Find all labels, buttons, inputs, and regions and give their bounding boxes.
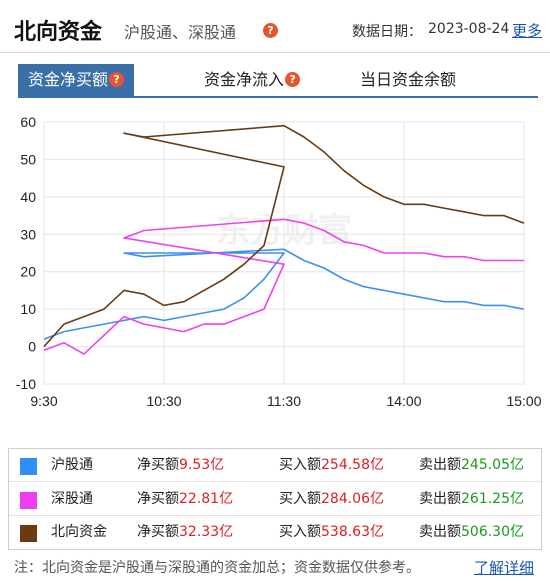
buy-amount: 买入额254.58亿: [279, 457, 384, 473]
x-tick-label: 14:00: [386, 393, 421, 409]
tab-daily-balance[interactable]: 当日资金余额: [360, 64, 456, 96]
tab-bar: 资金净买额? 资金净流入? 当日资金余额: [0, 64, 550, 98]
header: 北向资金 沪股通、深股通 ? 数据日期： 2023-08-24 更多: [0, 0, 550, 56]
y-tick-label: 20: [20, 264, 36, 280]
y-tick-label: 0: [28, 339, 36, 355]
net-buy: 净买额9.53亿: [137, 457, 225, 473]
series-swatch: [20, 525, 37, 542]
legend-row: 北向资金 净买额32.33亿 买入额538.63亿 卖出额506.30亿: [9, 516, 541, 549]
x-tick-label: 10:30: [146, 393, 181, 409]
footnote: 注：北向资金是沪股通与深股通的资金加总；资金数据仅供参考。: [14, 560, 420, 576]
page-title: 北向资金: [14, 20, 103, 45]
y-tick-label: 50: [20, 151, 36, 167]
y-tick-label: -10: [16, 376, 36, 392]
tab-underline: [18, 96, 538, 98]
header-divider: [0, 52, 550, 53]
buy-amount: 买入额538.63亿: [279, 524, 384, 540]
x-tick-label: 9:30: [30, 393, 57, 409]
y-tick-label: 40: [20, 189, 36, 205]
y-tick-label: 10: [20, 301, 36, 317]
x-tick-label: 15:00: [506, 393, 541, 409]
help-icon[interactable]: ?: [109, 71, 125, 87]
tab-net-buy-label: 资金净买额: [28, 70, 109, 89]
series-line-北向资金: [43, 124, 525, 348]
sell-amount: 卖出额506.30亿: [419, 524, 524, 540]
tab-net-buy[interactable]: 资金净买额?: [18, 64, 135, 96]
series-swatch: [20, 458, 37, 475]
legend-table: 沪股通 净买额9.53亿 买入额254.58亿 卖出额245.05亿 深股通 净…: [8, 448, 542, 550]
series-name: 北向资金: [51, 524, 107, 540]
sell-amount: 卖出额245.05亿: [419, 457, 524, 473]
tab-daily-balance-label: 当日资金余额: [360, 70, 457, 89]
y-tick-label: 30: [20, 226, 36, 242]
legend-row: 沪股通 净买额9.53亿 买入额254.58亿 卖出额245.05亿: [9, 449, 541, 482]
series-swatch: [20, 492, 37, 509]
more-link[interactable]: 更多: [512, 22, 543, 40]
learn-more-link[interactable]: 了解详细: [474, 559, 535, 577]
net-buy: 净买额32.33亿: [137, 524, 234, 540]
series-line-沪股通: [43, 248, 525, 340]
series-name: 深股通: [51, 491, 93, 507]
x-tick-label: 11:30: [267, 393, 301, 409]
series-name: 沪股通: [51, 457, 93, 473]
net-buy: 净买额22.81亿: [137, 491, 234, 507]
help-icon[interactable]: ?: [263, 23, 278, 38]
help-icon[interactable]: ?: [285, 71, 301, 87]
tab-net-inflow[interactable]: 资金净流入?: [204, 64, 301, 96]
legend-row: 深股通 净买额22.81亿 买入额284.06亿 卖出额261.25亿: [9, 483, 541, 516]
tab-net-inflow-label: 资金净流入: [204, 70, 285, 89]
series-line-深股通: [43, 218, 524, 355]
page-subtitle: 沪股通、深股通: [124, 23, 237, 42]
sell-amount: 卖出额261.25亿: [419, 491, 524, 507]
buy-amount: 买入额284.06亿: [279, 491, 384, 507]
y-tick-label: 60: [20, 114, 36, 130]
date-value: 2023-08-24: [428, 21, 510, 37]
date-label: 数据日期：: [352, 24, 422, 40]
